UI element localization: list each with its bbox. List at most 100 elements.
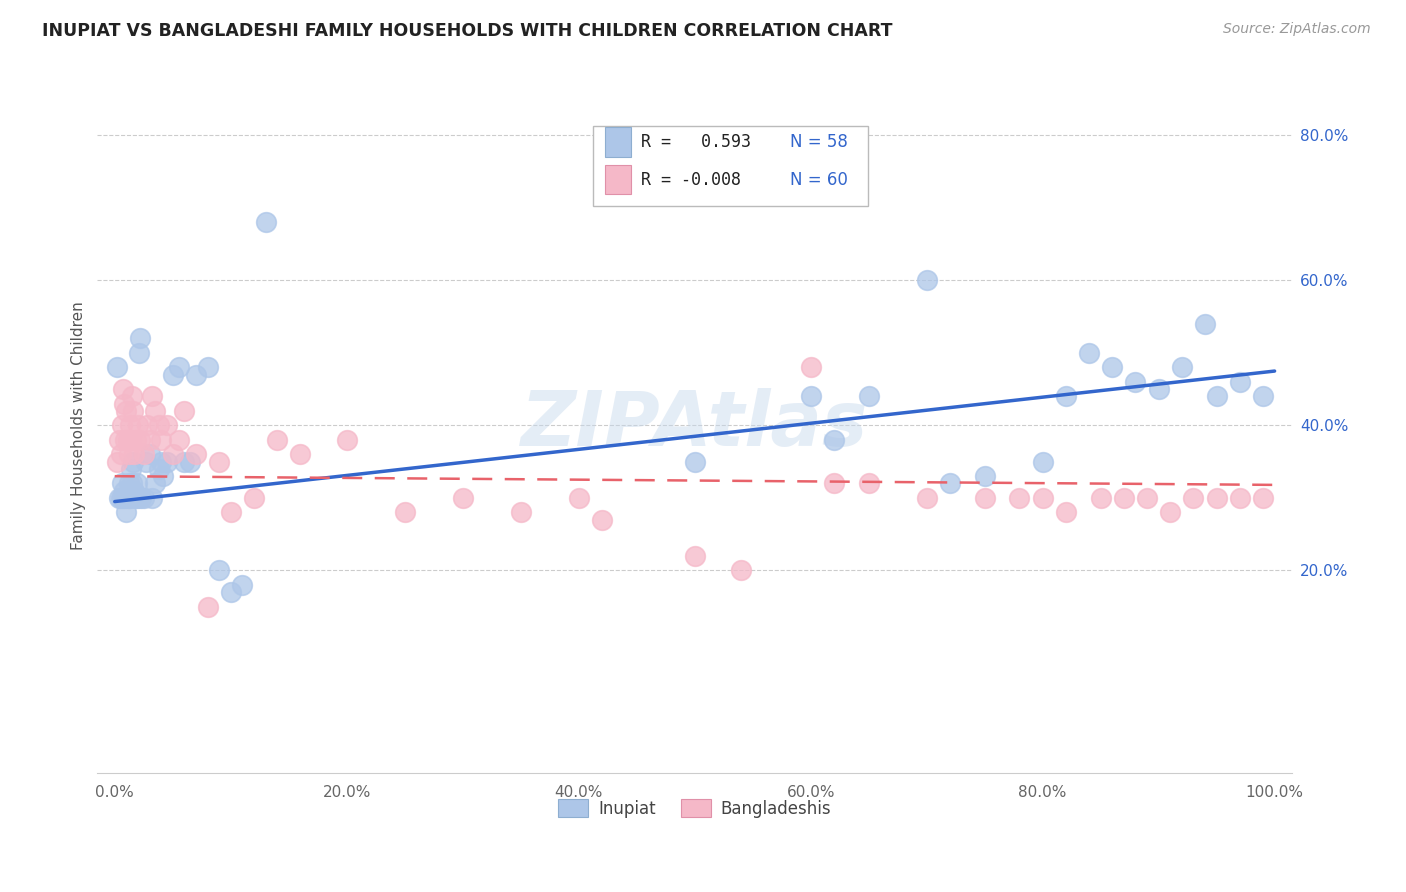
Point xyxy=(108,433,131,447)
Point xyxy=(1194,317,1216,331)
Point xyxy=(120,433,142,447)
Point xyxy=(1054,389,1077,403)
Point xyxy=(127,418,149,433)
Point xyxy=(1251,389,1274,403)
Point xyxy=(111,418,134,433)
FancyBboxPatch shape xyxy=(593,126,868,206)
Point xyxy=(1159,505,1181,519)
Point xyxy=(108,491,131,505)
Point xyxy=(1205,389,1227,403)
Point xyxy=(120,462,142,476)
Point xyxy=(394,505,416,519)
Point xyxy=(167,433,190,447)
Point xyxy=(939,476,962,491)
Point xyxy=(1229,375,1251,389)
Point xyxy=(135,455,157,469)
Point xyxy=(336,433,359,447)
Point xyxy=(117,491,139,505)
Point xyxy=(1008,491,1031,505)
Point xyxy=(138,433,160,447)
Point xyxy=(683,549,706,563)
Point xyxy=(800,360,823,375)
Point xyxy=(173,455,195,469)
Point xyxy=(112,397,135,411)
Point xyxy=(118,447,141,461)
Point xyxy=(1205,491,1227,505)
Point xyxy=(122,404,145,418)
Point xyxy=(1112,491,1135,505)
Point xyxy=(156,418,179,433)
Point xyxy=(509,505,531,519)
Point xyxy=(173,404,195,418)
Point xyxy=(451,491,474,505)
Point xyxy=(208,564,231,578)
Point xyxy=(122,455,145,469)
Point xyxy=(124,433,146,447)
Point xyxy=(148,418,170,433)
Point xyxy=(112,483,135,498)
Point xyxy=(143,476,166,491)
Point xyxy=(111,476,134,491)
Point xyxy=(915,273,938,287)
Point xyxy=(1078,346,1101,360)
Point xyxy=(105,360,128,375)
Point xyxy=(973,491,995,505)
Point xyxy=(1147,382,1170,396)
Point xyxy=(973,469,995,483)
Point xyxy=(162,447,184,461)
Point xyxy=(152,469,174,483)
Point xyxy=(129,331,152,345)
Point xyxy=(1171,360,1194,375)
Text: N = 58: N = 58 xyxy=(790,133,848,151)
Point xyxy=(568,491,591,505)
Point xyxy=(141,389,163,403)
Point xyxy=(115,505,138,519)
Point xyxy=(208,455,231,469)
Point xyxy=(1182,491,1205,505)
Point xyxy=(1090,491,1112,505)
Point xyxy=(266,433,288,447)
Point xyxy=(125,476,148,491)
Point xyxy=(683,455,706,469)
Point xyxy=(858,389,880,403)
Point xyxy=(823,433,845,447)
Point xyxy=(184,368,207,382)
Point xyxy=(118,491,141,505)
Point xyxy=(1125,375,1147,389)
Point xyxy=(118,418,141,433)
Point xyxy=(114,433,136,447)
Point xyxy=(143,404,166,418)
Point xyxy=(1101,360,1123,375)
Text: R =   0.593: R = 0.593 xyxy=(641,133,751,151)
Point xyxy=(915,491,938,505)
Point xyxy=(1054,505,1077,519)
Point xyxy=(111,382,134,396)
Point xyxy=(141,491,163,505)
Point xyxy=(110,447,132,461)
Point xyxy=(858,476,880,491)
Point xyxy=(138,447,160,461)
Legend: Inupiat, Bangladeshis: Inupiat, Bangladeshis xyxy=(551,793,838,824)
Point xyxy=(800,389,823,403)
Point xyxy=(115,404,138,418)
Point xyxy=(243,491,266,505)
Point xyxy=(231,578,253,592)
Text: ZIPAtlas: ZIPAtlas xyxy=(522,388,869,462)
Point xyxy=(127,491,149,505)
FancyBboxPatch shape xyxy=(605,128,631,157)
Point xyxy=(117,433,139,447)
Point xyxy=(254,215,277,229)
Y-axis label: Family Households with Children: Family Households with Children xyxy=(72,301,86,549)
Point xyxy=(290,447,312,461)
Text: INUPIAT VS BANGLADESHI FAMILY HOUSEHOLDS WITH CHILDREN CORRELATION CHART: INUPIAT VS BANGLADESHI FAMILY HOUSEHOLDS… xyxy=(42,22,893,40)
Point xyxy=(148,462,170,476)
Point xyxy=(150,433,173,447)
Point xyxy=(1136,491,1159,505)
Point xyxy=(121,476,143,491)
Point xyxy=(110,491,132,505)
Point xyxy=(219,585,242,599)
Point xyxy=(111,491,134,505)
FancyBboxPatch shape xyxy=(605,165,631,194)
Point xyxy=(1032,491,1054,505)
Point xyxy=(219,505,242,519)
